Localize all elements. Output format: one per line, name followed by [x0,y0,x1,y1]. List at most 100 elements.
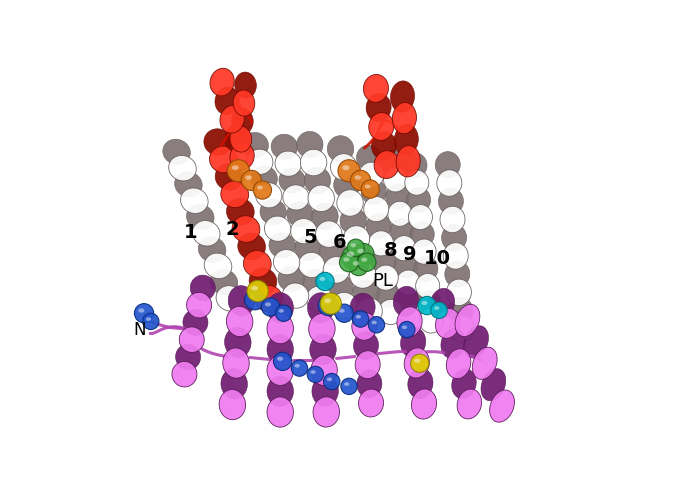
Ellipse shape [318,295,339,316]
Ellipse shape [412,239,436,264]
Ellipse shape [169,155,196,181]
Ellipse shape [356,298,382,324]
Ellipse shape [327,378,332,381]
Ellipse shape [414,256,438,281]
Ellipse shape [181,188,208,213]
Ellipse shape [228,160,249,182]
Ellipse shape [357,249,364,254]
Ellipse shape [346,251,354,257]
Ellipse shape [225,327,251,357]
Ellipse shape [384,167,407,192]
Ellipse shape [388,201,412,227]
Ellipse shape [228,286,255,316]
Ellipse shape [291,360,308,376]
Ellipse shape [257,185,262,190]
Ellipse shape [232,108,253,134]
Ellipse shape [392,236,416,261]
Ellipse shape [343,257,349,262]
Ellipse shape [372,132,396,160]
Ellipse shape [398,287,422,312]
Ellipse shape [352,312,377,340]
Text: 6: 6 [332,232,346,252]
Ellipse shape [304,167,330,194]
Ellipse shape [442,225,467,251]
Ellipse shape [267,376,293,406]
Ellipse shape [215,164,243,190]
Ellipse shape [279,168,305,193]
Ellipse shape [248,295,256,299]
Ellipse shape [368,317,384,333]
Ellipse shape [290,219,317,244]
Ellipse shape [357,370,382,398]
Ellipse shape [448,297,473,324]
Ellipse shape [253,181,272,199]
Ellipse shape [271,134,298,159]
Ellipse shape [274,250,300,275]
Ellipse shape [435,308,460,338]
Ellipse shape [353,261,359,266]
Text: 8: 8 [384,241,398,260]
Ellipse shape [440,206,465,233]
Ellipse shape [358,253,376,272]
Ellipse shape [457,389,482,419]
Ellipse shape [354,175,361,180]
Ellipse shape [405,170,429,195]
Text: PL: PL [372,272,393,290]
Ellipse shape [400,327,426,358]
Ellipse shape [241,170,262,191]
Ellipse shape [255,285,283,312]
Ellipse shape [225,124,249,151]
Ellipse shape [463,326,489,358]
Ellipse shape [419,308,443,333]
Ellipse shape [447,349,471,378]
Ellipse shape [408,368,433,398]
Ellipse shape [297,132,323,158]
Text: 2: 2 [225,221,239,240]
Ellipse shape [247,281,268,302]
Ellipse shape [146,318,151,321]
Ellipse shape [300,149,327,176]
Ellipse shape [349,262,376,288]
Ellipse shape [267,314,293,344]
Ellipse shape [430,302,447,318]
Ellipse shape [277,357,283,361]
Ellipse shape [430,288,454,318]
Ellipse shape [267,334,293,364]
Ellipse shape [204,129,232,155]
Ellipse shape [322,301,329,305]
Ellipse shape [449,316,475,342]
Ellipse shape [265,216,290,242]
Ellipse shape [365,184,370,189]
Ellipse shape [351,243,356,247]
Ellipse shape [437,170,462,197]
Ellipse shape [361,180,386,204]
Ellipse shape [353,280,379,306]
Ellipse shape [179,327,204,352]
Ellipse shape [392,103,416,134]
Ellipse shape [356,315,361,318]
Ellipse shape [421,301,428,305]
Ellipse shape [298,252,325,277]
Ellipse shape [307,366,323,382]
Ellipse shape [309,314,335,344]
Ellipse shape [324,298,331,303]
Ellipse shape [210,68,235,96]
Ellipse shape [441,329,466,359]
Ellipse shape [407,187,430,212]
Ellipse shape [275,151,302,176]
Ellipse shape [473,347,497,379]
Ellipse shape [308,185,335,212]
Ellipse shape [411,354,429,372]
Text: 1: 1 [183,223,197,242]
Ellipse shape [404,348,429,378]
Ellipse shape [278,266,304,291]
Ellipse shape [262,298,280,316]
Ellipse shape [316,272,334,290]
Ellipse shape [327,274,354,301]
Ellipse shape [312,203,338,229]
Ellipse shape [455,304,480,336]
Ellipse shape [368,231,393,256]
Ellipse shape [417,291,442,316]
Ellipse shape [310,370,316,374]
Ellipse shape [410,222,434,247]
